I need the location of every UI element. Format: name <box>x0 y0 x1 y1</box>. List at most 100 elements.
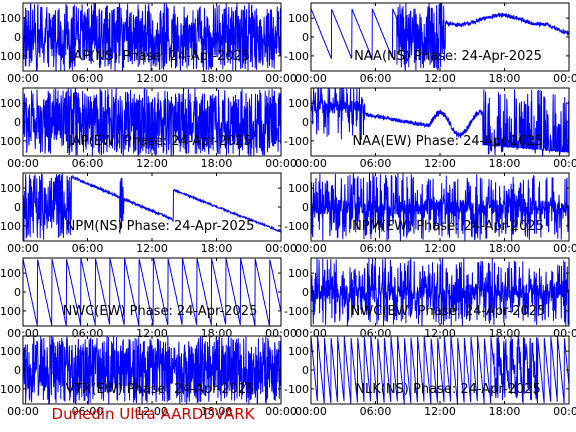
x-tick-label: 06:00 <box>72 72 104 85</box>
y-tick-label: 0 <box>14 364 21 377</box>
x-tick-label: 12:00 <box>136 157 168 170</box>
x-tick-label: 18:00 <box>201 72 233 85</box>
phase-trace-line <box>23 258 281 326</box>
y-tick-label: -100 <box>0 383 21 396</box>
y-tick-label: -100 <box>0 135 21 148</box>
y-tick-label: 0 <box>302 201 309 214</box>
footer-label: Dunedin Ultra AARDDVARK <box>52 405 256 423</box>
x-tick-label: 00:00 <box>553 405 576 418</box>
x-tick-label: 00:00 <box>295 157 327 170</box>
phase-panel: 00:00 06:00 12:00 18:00 00:00 100 0 -100 JAP(EW)… <box>0 87 297 170</box>
y-tick-label: -100 <box>0 220 21 233</box>
panel-title: JAP(NS) Phase: 24-Apr-2025 <box>69 49 250 64</box>
x-tick-label: 00:00 <box>295 405 327 418</box>
x-tick-label: 00:00 <box>553 242 576 255</box>
phase-panel: 00:00 06:00 12:00 18:00 00:00 100 0 -100 JAP(NS)… <box>0 2 297 85</box>
y-tick-label: -100 <box>284 220 309 233</box>
x-tick-label: 12:00 <box>424 327 456 340</box>
x-tick-label: 06:00 <box>360 157 392 170</box>
x-tick-label: 06:00 <box>360 242 392 255</box>
y-tick-label: 0 <box>302 286 309 299</box>
y-tick-label: -100 <box>284 305 309 318</box>
y-tick-label: 100 <box>288 12 309 25</box>
phase-trace-line <box>23 173 281 241</box>
y-tick-label: -100 <box>284 383 309 396</box>
x-tick-label: 06:00 <box>72 157 104 170</box>
panel-title: JAP(EW) Phase: 24-Apr-2025 <box>67 134 251 149</box>
x-tick-label: 06:00 <box>360 327 392 340</box>
x-tick-label: 00:00 <box>295 242 327 255</box>
phase-trace-line <box>311 258 569 326</box>
x-tick-label: 00:00 <box>295 327 327 340</box>
x-tick-label: 06:00 <box>72 327 104 340</box>
x-tick-label: 00:00 <box>265 405 297 418</box>
x-tick-label: 00:00 <box>295 72 327 85</box>
y-tick-label: 0 <box>302 364 309 377</box>
panel-title: NAA(NS) Phase: 24-Apr-2025 <box>354 49 542 64</box>
x-tick-label: 00:00 <box>7 157 39 170</box>
x-tick-label: 00:00 <box>265 327 297 340</box>
phase-panel: 00:00 06:00 12:00 18:00 00:00 100 0 -100 NWC(EW)… <box>0 257 297 340</box>
y-tick-label: 100 <box>0 182 21 195</box>
phase-panel: 00:00 06:00 12:00 18:00 00:00 100 0 -100 NAA(NS)… <box>284 2 576 85</box>
y-tick-label: 100 <box>0 97 21 110</box>
phase-trace-line <box>23 88 281 156</box>
y-tick-label: 0 <box>14 116 21 129</box>
panel-title: VTX(EW) Phase: 24-Apr-2025 <box>66 382 255 397</box>
x-tick-label: 18:00 <box>489 405 521 418</box>
x-tick-label: 06:00 <box>72 242 104 255</box>
panel-title: NAA(EW) Phase: 24-Apr-2025 <box>353 134 544 149</box>
phase-panel: 00:00 06:00 12:00 18:00 00:00 100 0 -100 NWC(EW)… <box>284 257 576 340</box>
x-tick-label: 00:00 <box>7 405 39 418</box>
y-tick-label: -100 <box>284 50 309 63</box>
phase-trace-line <box>311 88 569 156</box>
y-tick-label: -100 <box>0 50 21 63</box>
y-tick-label: 100 <box>0 267 21 280</box>
panel-title: NPM(EW) Phase: 24-Apr-2025 <box>352 219 544 234</box>
x-tick-label: 18:00 <box>489 242 521 255</box>
x-tick-label: 00:00 <box>7 327 39 340</box>
x-tick-label: 12:00 <box>424 157 456 170</box>
x-tick-label: 18:00 <box>201 327 233 340</box>
x-tick-label: 18:00 <box>489 157 521 170</box>
phase-trace-line <box>311 3 569 71</box>
phase-panel: 00:00 06:00 12:00 18:00 00:00 100 0 -100 NLK(NS)… <box>284 335 576 418</box>
x-tick-label: 06:00 <box>72 405 104 418</box>
y-tick-label: 100 <box>288 345 309 358</box>
x-tick-label: 12:00 <box>424 405 456 418</box>
phase-trace-line <box>23 3 281 71</box>
y-tick-label: 0 <box>302 116 309 129</box>
x-tick-label: 12:00 <box>424 242 456 255</box>
y-tick-label: 0 <box>302 31 309 44</box>
x-tick-label: 00:00 <box>7 242 39 255</box>
x-tick-label: 00:00 <box>553 157 576 170</box>
y-tick-label: -100 <box>0 305 21 318</box>
phase-trace-line <box>311 173 569 241</box>
phase-panel: 00:00 06:00 12:00 18:00 00:00 100 0 -100 VTX(EW)… <box>0 335 297 418</box>
x-tick-label: 00:00 <box>265 157 297 170</box>
phase-panel: 00:00 06:00 12:00 18:00 00:00 100 0 -100 NPM(NS)… <box>0 172 297 255</box>
phase-panel: 00:00 06:00 12:00 18:00 00:00 100 0 -100 NPM(EW)… <box>284 172 576 255</box>
y-tick-label: 100 <box>288 182 309 195</box>
x-tick-label: 00:00 <box>553 72 576 85</box>
x-tick-label: 00:00 <box>265 242 297 255</box>
x-tick-label: 06:00 <box>360 72 392 85</box>
x-tick-label: 00:00 <box>7 72 39 85</box>
phase-panel: 00:00 06:00 12:00 18:00 00:00 100 0 -100 NAA(EW)… <box>284 87 576 170</box>
panel-title: NWC(EW) Phase: 24-Apr-2025 <box>63 304 258 319</box>
x-tick-label: 00:00 <box>265 72 297 85</box>
panel-title: NWC(EW) Phase: 24-Apr-2025 <box>351 304 546 319</box>
y-tick-label: 0 <box>14 201 21 214</box>
panel-title: NPM(NS) Phase: 24-Apr-2025 <box>66 219 255 234</box>
phase-trace-line <box>23 336 281 404</box>
x-tick-label: 12:00 <box>136 72 168 85</box>
x-tick-label: 18:00 <box>201 405 233 418</box>
x-tick-label: 00:00 <box>553 327 576 340</box>
y-tick-label: 100 <box>0 345 21 358</box>
y-tick-label: -100 <box>284 135 309 148</box>
x-tick-label: 12:00 <box>136 327 168 340</box>
x-tick-label: 12:00 <box>136 242 168 255</box>
panels-group: 00:00 06:00 12:00 18:00 00:00 100 0 -100 JAP(NS)… <box>0 2 576 418</box>
x-tick-label: 18:00 <box>201 242 233 255</box>
phase-trace-line <box>311 336 569 404</box>
